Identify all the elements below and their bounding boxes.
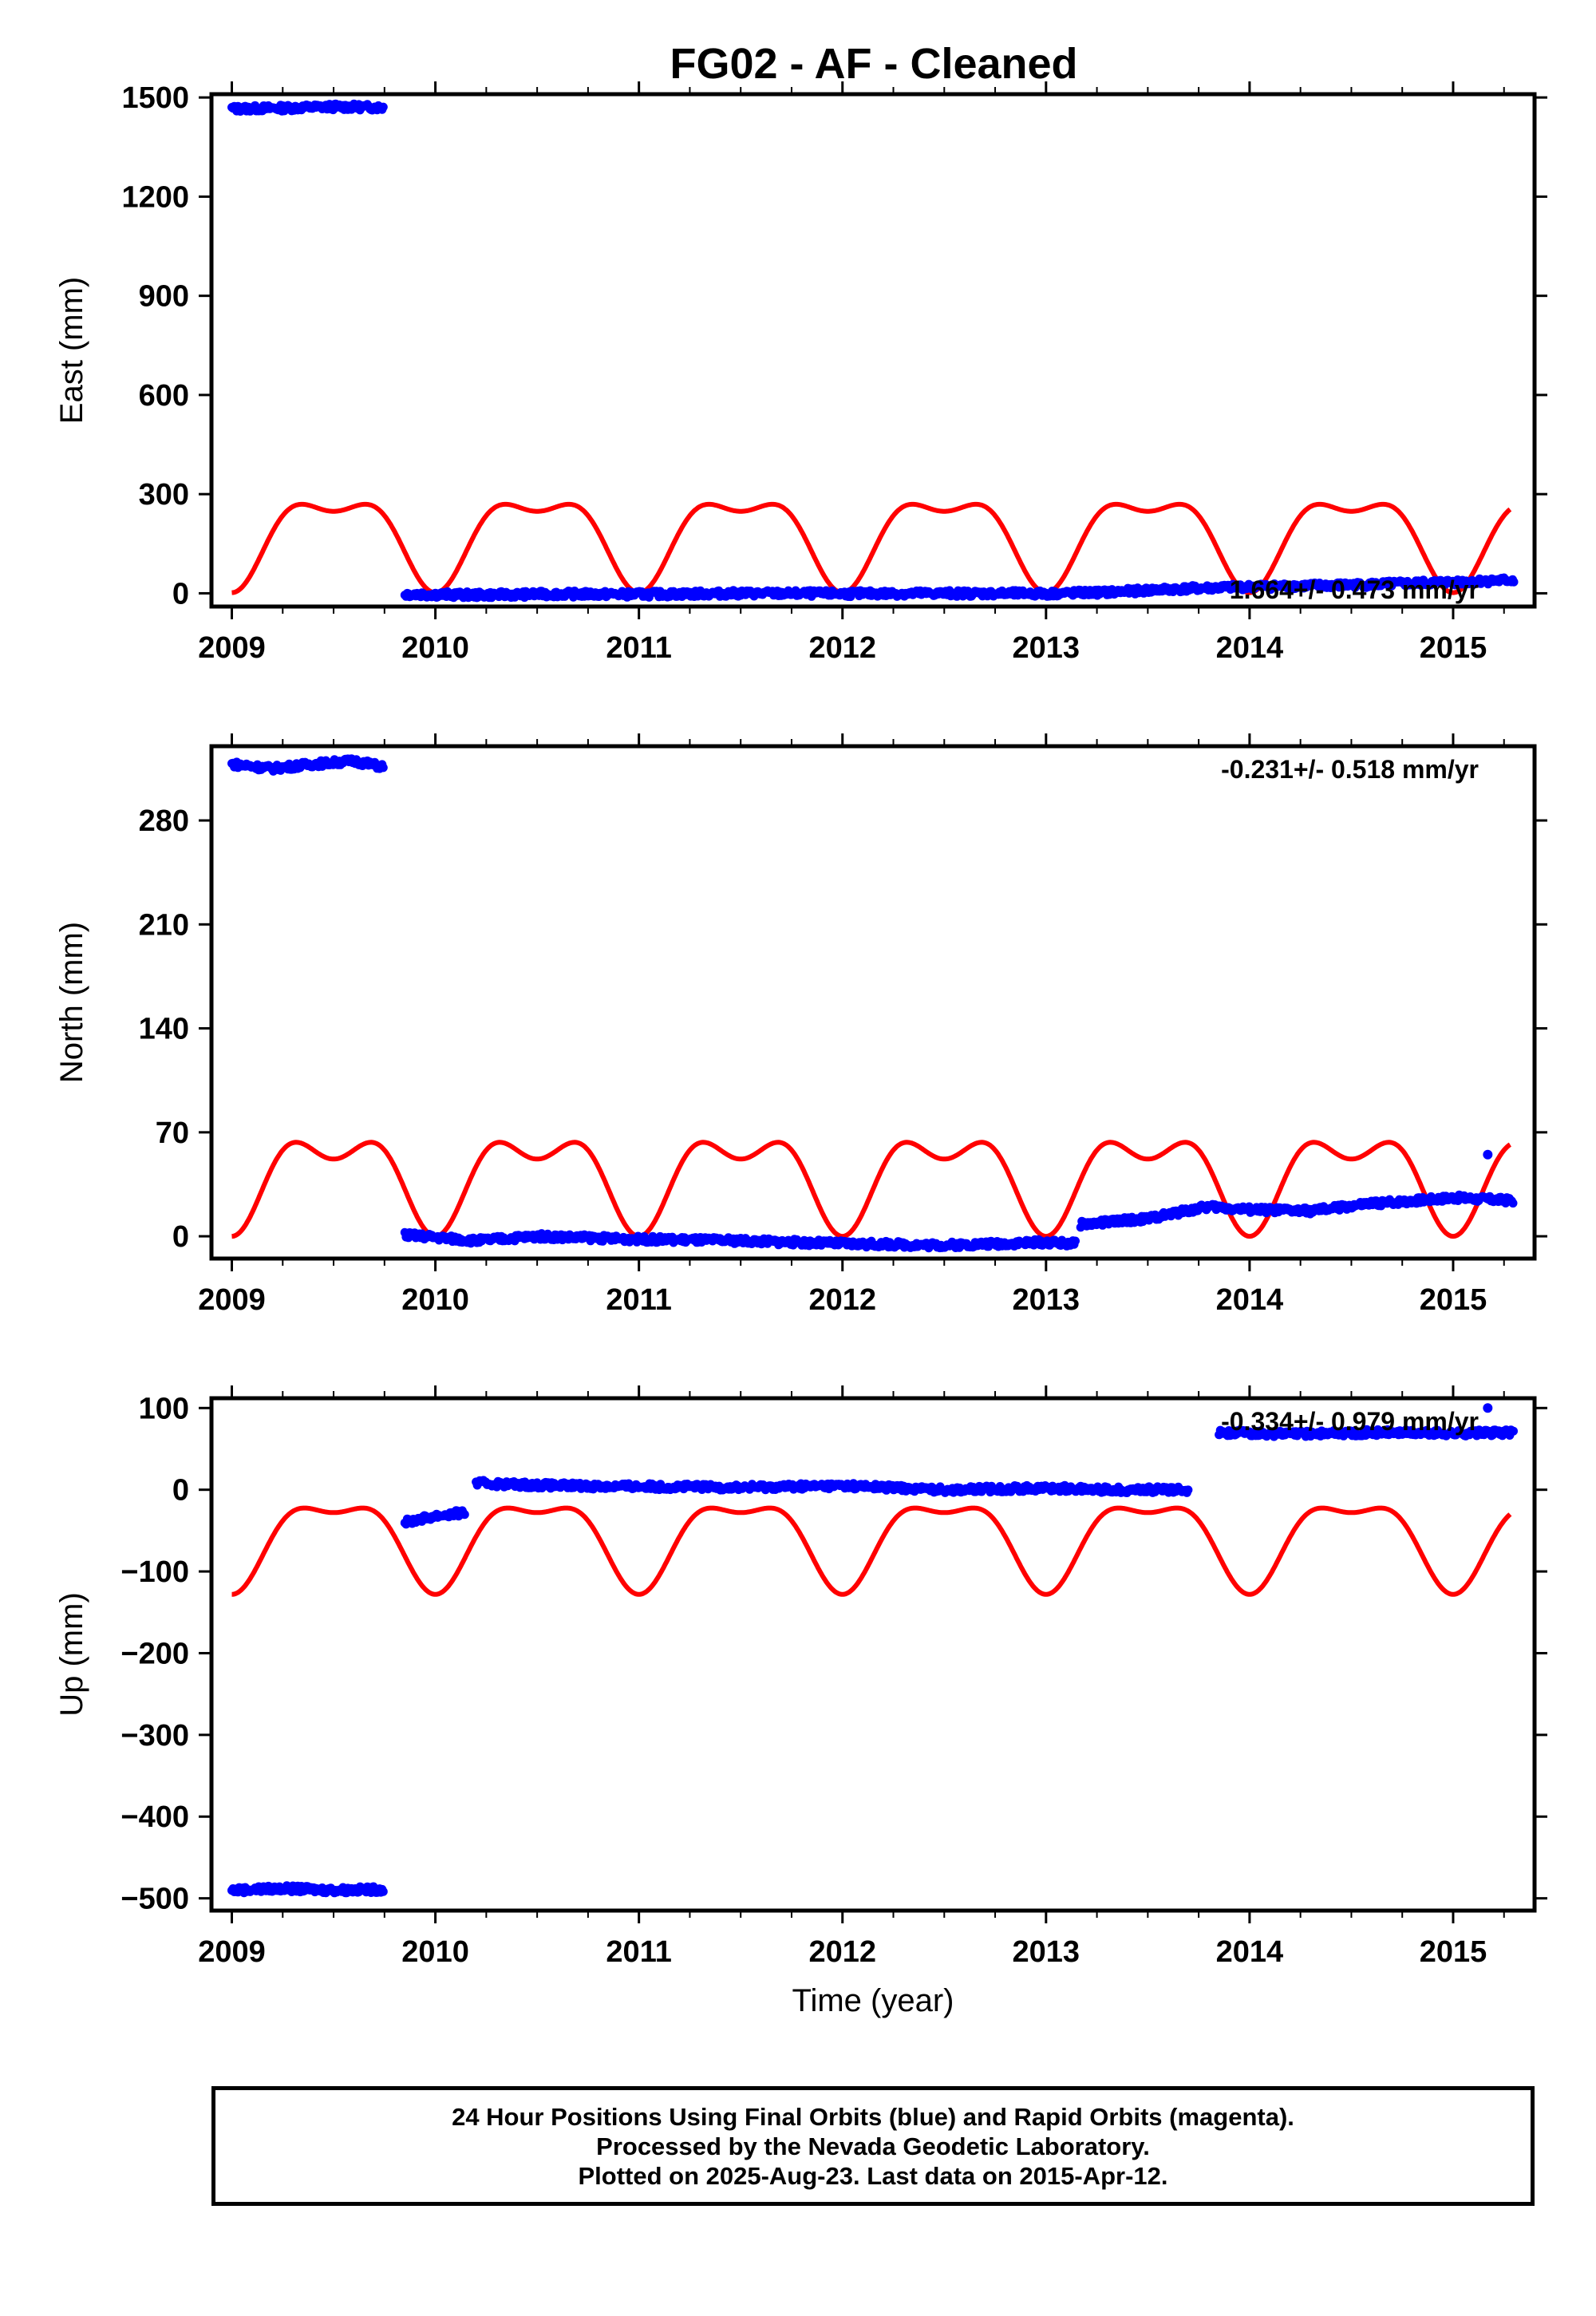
x-tick-label: 2011: [606, 1283, 671, 1317]
x-axis-label: Time (year): [792, 1983, 954, 2018]
x-tick-label: 2013: [1013, 1283, 1080, 1317]
east-panel: 2009 2010 2011 2012 2013 2014 2015 0 300 600 900 12…: [54, 81, 1547, 665]
x-tick-label: 2012: [808, 631, 876, 665]
observation-point: [1071, 1236, 1080, 1246]
observation-point: [460, 1510, 469, 1520]
x-tick-label: 2014: [1216, 1935, 1284, 1969]
chart-panels: 2009 2010 2011 2012 2013 2014 2015 0 300 600 900 12…: [54, 81, 1547, 2018]
east-y-axis-label: East (mm): [54, 277, 89, 424]
east-frame: [209, 92, 1537, 609]
y-tick-label: 900: [139, 280, 189, 314]
outlier-point: [1483, 1403, 1493, 1413]
y-tick-label: −200: [120, 1637, 189, 1670]
observation-point: [1183, 1485, 1193, 1495]
up-observation-segment: [400, 1506, 469, 1529]
footer-line-orbits: 24 Hour Positions Using Final Orbits (bl…: [452, 2102, 1294, 2131]
footer-line-dates: Plotted on 2025-Aug-23. Last data on 201…: [578, 2161, 1168, 2190]
y-tick-label: 280: [139, 804, 189, 838]
x-tick-label: 2009: [198, 1283, 266, 1317]
x-tick-label: 2014: [1216, 1283, 1284, 1317]
y-tick-label: 300: [139, 478, 189, 512]
north-panel: 2009 2010 2011 2012 2013 2014 2015 0 70 140 210 280…: [54, 733, 1547, 1317]
y-tick-label: 1200: [121, 180, 189, 214]
y-tick-label: 210: [139, 908, 189, 942]
observation-point: [378, 102, 388, 112]
north-y-axis-label: North (mm): [54, 922, 89, 1083]
x-tick-label: 2009: [198, 631, 266, 665]
east-observation-segment: [400, 573, 1519, 603]
east-rate-label: 1.664+/- 0.473 mm/yr: [1230, 575, 1479, 604]
up-y-axis-label: Up (mm): [54, 1592, 89, 1717]
east-model-curve: [231, 501, 1512, 595]
x-tick-label: 2011: [606, 631, 671, 665]
x-tick-label: 2015: [1420, 1283, 1487, 1317]
y-tick-label: −300: [120, 1719, 189, 1753]
y-tick-label: 0: [172, 1474, 189, 1508]
y-tick-label: 100: [139, 1392, 189, 1425]
observation-point: [1508, 1199, 1518, 1208]
x-tick-label: 2015: [1420, 1935, 1487, 1969]
x-tick-label: 2010: [401, 1283, 469, 1317]
north-rate-label: -0.231+/- 0.518 mm/yr: [1221, 755, 1479, 784]
observation-point: [378, 763, 388, 773]
observation-point: [1509, 1426, 1518, 1436]
east-ticks: 2009 2010 2011 2012 2013 2014 2015 0 300 600 900 12…: [121, 81, 1547, 665]
east-plot-area: [227, 99, 1519, 603]
footer-line-processor: Processed by the Nevada Geodetic Laborat…: [596, 2132, 1150, 2160]
north-observation-segment: [400, 1227, 1080, 1253]
north-ticks: 2009 2010 2011 2012 2013 2014 2015 0 70 140 210 280: [139, 733, 1547, 1317]
north-model-curve: [231, 1140, 1511, 1239]
y-tick-label: 140: [139, 1013, 189, 1046]
x-tick-label: 2012: [808, 1283, 876, 1317]
observation-point: [378, 1887, 388, 1896]
y-tick-label: 70: [156, 1117, 189, 1150]
y-tick-label: 0: [172, 577, 189, 611]
outlier-point: [1483, 1149, 1493, 1160]
x-tick-label: 2015: [1420, 631, 1487, 665]
north-frame: [209, 744, 1537, 1261]
up-rate-label: -0.334+/- 0.979 mm/yr: [1221, 1407, 1479, 1436]
north-observation-segment: [227, 754, 388, 776]
up-observation-segment: [227, 1881, 388, 1898]
x-tick-label: 2012: [808, 1935, 876, 1969]
up-model-curve: [231, 1505, 1512, 1597]
x-tick-label: 2010: [401, 1935, 469, 1969]
up-observation-segment: [472, 1476, 1193, 1497]
x-tick-label: 2014: [1216, 631, 1284, 665]
y-tick-label: −500: [120, 1883, 189, 1916]
up-ticks: 2009 2010 2011 2012 2013 2014 2015 100 0 −100 −200…: [120, 1385, 1547, 1969]
up-plot-area: [227, 1403, 1518, 1898]
x-tick-label: 2013: [1013, 631, 1080, 665]
observation-point: [1509, 577, 1519, 587]
y-tick-label: −400: [120, 1800, 189, 1834]
up-frame: [209, 1396, 1537, 1913]
x-tick-label: 2011: [606, 1935, 671, 1969]
up-panel: 2009 2010 2011 2012 2013 2014 2015 100 0 −100 −200…: [54, 1385, 1547, 2018]
y-tick-label: 1500: [121, 81, 189, 115]
y-tick-label: 600: [139, 379, 189, 413]
y-tick-label: 0: [172, 1220, 189, 1254]
east-observation-segment: [227, 99, 388, 116]
x-tick-label: 2010: [401, 631, 469, 665]
north-plot-area: [227, 754, 1518, 1253]
up-observation-segment: [1215, 1425, 1518, 1441]
north-observation-segment: [1076, 1190, 1518, 1232]
figure-title: FG02 - AF - Cleaned: [670, 40, 1077, 88]
processing-info-box: 24 Hour Positions Using Final Orbits (bl…: [211, 2086, 1535, 2206]
x-tick-label: 2013: [1013, 1935, 1080, 1969]
x-tick-label: 2009: [198, 1935, 266, 1969]
y-tick-label: −100: [120, 1555, 189, 1589]
